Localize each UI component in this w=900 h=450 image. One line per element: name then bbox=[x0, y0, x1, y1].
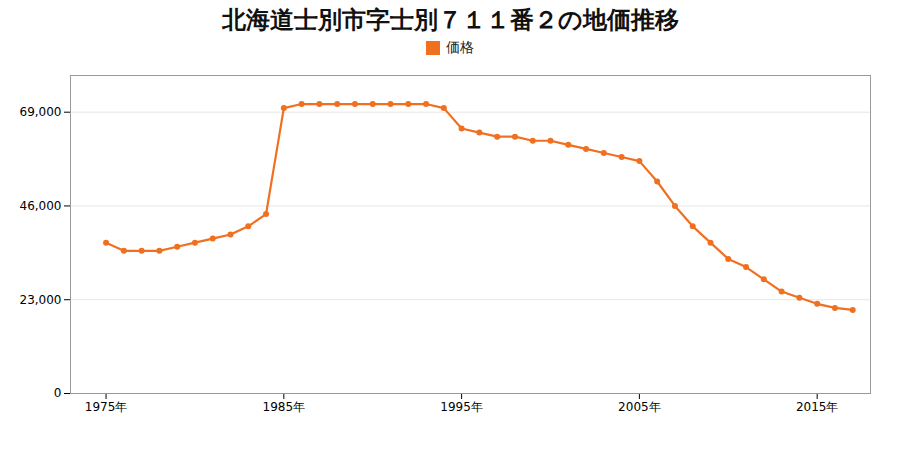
svg-text:69,000: 69,000 bbox=[20, 105, 62, 119]
svg-text:2005年: 2005年 bbox=[618, 400, 661, 414]
svg-text:1975年: 1975年 bbox=[85, 400, 128, 414]
svg-text:46,000: 46,000 bbox=[20, 199, 62, 213]
svg-text:23,000: 23,000 bbox=[20, 292, 62, 306]
svg-text:1985年: 1985年 bbox=[263, 400, 306, 414]
svg-text:1995年: 1995年 bbox=[440, 400, 483, 414]
svg-text:2015年: 2015年 bbox=[796, 400, 839, 414]
html-text:北海道士別市字士別７１１番２の地価推移: 北海道士別市字士別７１１番２の地価推移 bbox=[221, 6, 679, 34]
html-text:価格: 価格 bbox=[446, 38, 474, 55]
svg-text:0: 0 bbox=[54, 386, 62, 400]
